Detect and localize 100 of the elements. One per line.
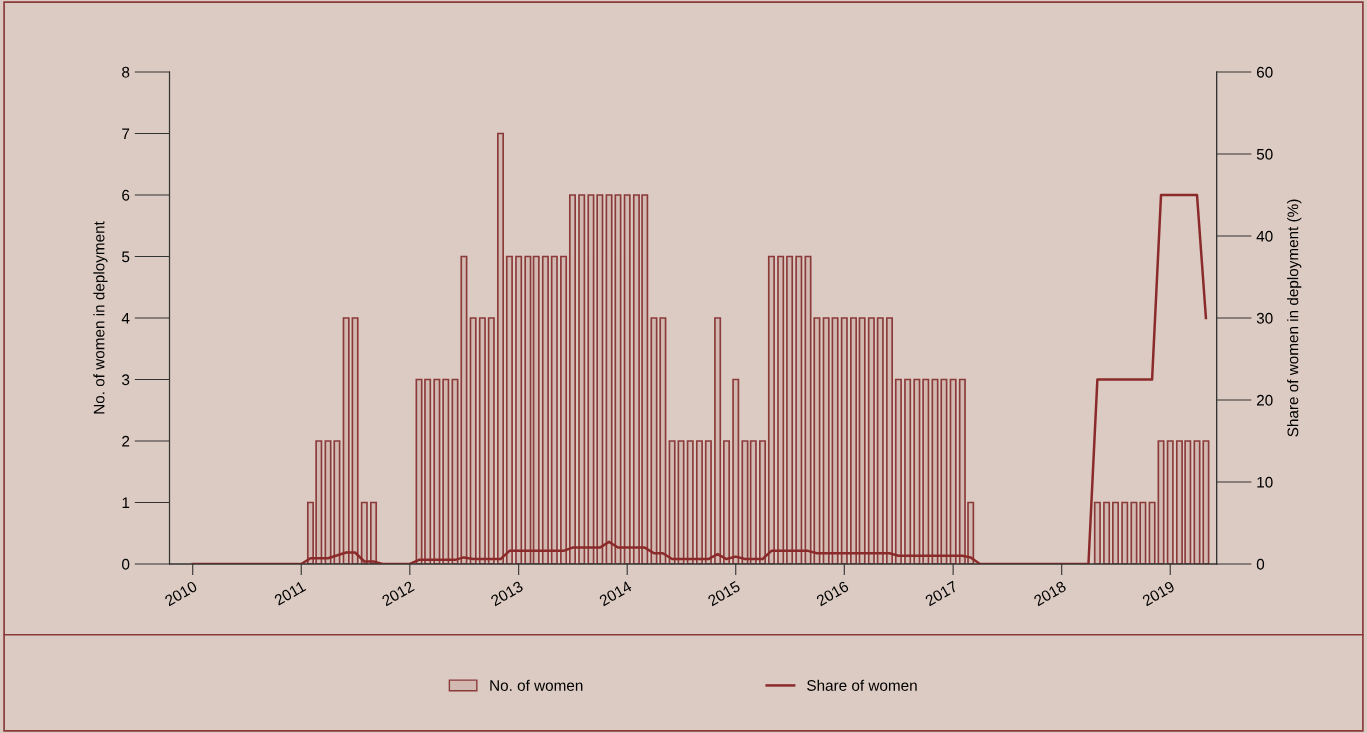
legend-label: No. of women (490, 679, 583, 691)
bar (1148, 501, 1156, 564)
bar (840, 317, 848, 564)
bar (560, 255, 568, 564)
bar (324, 440, 332, 564)
bar (641, 194, 649, 564)
bar (351, 317, 359, 564)
y-tick-label: 3 (122, 374, 130, 386)
x-tick-label: 2011 (273, 580, 307, 606)
bar (876, 317, 884, 564)
bar (858, 317, 866, 564)
y2-tick-label: 30 (1256, 312, 1273, 324)
bar (578, 194, 586, 564)
bar (469, 317, 477, 564)
bar (515, 255, 523, 564)
x-tick-label: 2014 (598, 580, 633, 607)
y-axis-title: No. of women in deployment (93, 221, 108, 414)
y2-tick-label: 10 (1257, 476, 1273, 488)
bar (1157, 440, 1165, 564)
bar (460, 255, 468, 564)
bar (704, 440, 712, 564)
bar (940, 378, 948, 564)
x-tick-label: 2016 (815, 580, 850, 607)
bar (786, 255, 794, 564)
bar (767, 255, 775, 564)
y-tick-label: 7 (122, 128, 130, 140)
y2-tick-label: 50 (1256, 148, 1273, 160)
bar (478, 317, 486, 564)
y2-axis-title: Share of women in deployment (%) (1287, 199, 1302, 437)
bar (894, 378, 902, 564)
bar (714, 317, 722, 564)
y-tick-label: 8 (122, 66, 130, 78)
bar (1112, 501, 1120, 564)
bar (822, 317, 830, 564)
bar (605, 194, 613, 564)
bar (614, 194, 622, 564)
y-tick-label: 5 (122, 251, 130, 263)
bar (958, 378, 966, 564)
bar (741, 440, 749, 564)
bar (650, 317, 658, 564)
x-tick-label: 2015 (707, 580, 741, 607)
bar (686, 440, 694, 564)
bar (568, 194, 576, 564)
bar (370, 501, 378, 564)
bar (732, 378, 740, 564)
x-tick-label: 2019 (1141, 580, 1176, 607)
bar (831, 317, 839, 564)
bar (1175, 440, 1183, 564)
x-tick-label: 2012 (381, 580, 415, 607)
bar (867, 317, 875, 564)
bar (1202, 440, 1210, 564)
y-tick-label: 4 (121, 313, 130, 324)
y-tick-label: 1 (122, 497, 130, 509)
y2-tick-label: 20 (1256, 394, 1273, 406)
bar (949, 378, 957, 564)
x-tick-label: 2018 (1033, 580, 1067, 607)
bar (315, 440, 323, 564)
bar (487, 317, 495, 564)
bar (415, 378, 423, 564)
bar (524, 255, 532, 564)
bar (532, 255, 540, 564)
y-tick-label: 0 (122, 558, 130, 570)
bar (677, 440, 685, 564)
bar (1139, 501, 1147, 564)
bar (1193, 440, 1201, 564)
y2-tick-label: 0 (1256, 558, 1265, 570)
x-tick-label: 2013 (490, 580, 524, 607)
bar (749, 440, 757, 564)
bar (496, 132, 505, 564)
bar (885, 317, 894, 564)
bar (931, 378, 939, 564)
bar (587, 194, 595, 564)
bar (1184, 440, 1192, 564)
bar (1121, 501, 1129, 564)
bar (623, 194, 631, 564)
bar (813, 317, 821, 564)
bar (360, 501, 368, 564)
bar (442, 378, 450, 564)
bar (659, 317, 667, 564)
bar (723, 440, 731, 564)
bar (1130, 501, 1138, 564)
bar (804, 255, 812, 564)
bar (424, 378, 432, 564)
bar (967, 501, 975, 564)
bar (922, 378, 930, 564)
bar (505, 255, 513, 564)
bar (550, 255, 558, 564)
y2-tick-label: 40 (1256, 230, 1273, 242)
bar (913, 378, 921, 564)
bar (541, 255, 549, 564)
bar (1103, 501, 1111, 564)
bar (795, 255, 803, 564)
bar (306, 501, 314, 564)
bar (668, 440, 676, 564)
bar (850, 317, 858, 564)
bar (596, 194, 604, 564)
bar (333, 440, 341, 564)
bar (1093, 501, 1101, 564)
y-tick-label: 2 (122, 435, 130, 447)
legend-label: Share of women (807, 679, 917, 691)
